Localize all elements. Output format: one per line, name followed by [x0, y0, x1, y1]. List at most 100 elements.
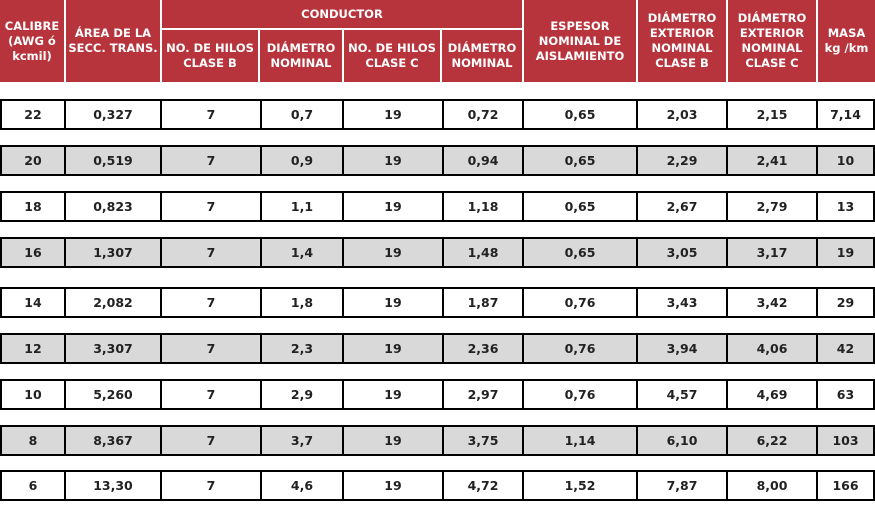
cell-calibre: 8: [0, 425, 66, 456]
cell-diametro-b: 1,1: [260, 191, 344, 222]
cell-masa: 19: [816, 237, 875, 268]
cell-masa: 10: [816, 145, 875, 176]
header-area: ÁREA DE LA SECC. TRANS.: [66, 0, 160, 82]
cell-area: 2,082: [64, 287, 162, 318]
cell-hilos-c: 19: [342, 145, 444, 176]
cell-diametro-c: 1,48: [442, 237, 524, 268]
table-row: 8 8,367 7 3,7 19 3,75 1,14 6,10 6,22 103: [0, 425, 875, 456]
header-diametro-nominal-b: DIÁMETRO NOMINAL: [260, 30, 342, 82]
cell-diametro-c: 3,75: [442, 425, 524, 456]
cell-diametro-b: 2,3: [260, 333, 344, 364]
cell-masa: 103: [816, 425, 875, 456]
table-row: 12 3,307 7 2,3 19 2,36 0,76 3,94 4,06 42: [0, 333, 875, 364]
cell-calibre: 12: [0, 333, 66, 364]
cell-hilos-c: 19: [342, 333, 444, 364]
cell-hilos-b: 7: [160, 99, 262, 130]
cell-diametro-b: 3,7: [260, 425, 344, 456]
cell-diametro-b: 2,9: [260, 379, 344, 410]
table-row: 10 5,260 7 2,9 19 2,97 0,76 4,57 4,69 63: [0, 379, 875, 410]
cell-espesor: 0,65: [522, 145, 638, 176]
cell-hilos-b: 7: [160, 191, 262, 222]
cell-diametro-c: 1,18: [442, 191, 524, 222]
cell-exterior-b: 3,05: [636, 237, 728, 268]
cell-diametro-c: 2,97: [442, 379, 524, 410]
cell-espesor: 1,52: [522, 470, 638, 501]
header-diametro-exterior-b: DIÁMETRO EXTERIOR NOMINAL CLASE B: [638, 0, 726, 82]
cell-hilos-b: 7: [160, 333, 262, 364]
cell-area: 0,823: [64, 191, 162, 222]
cell-calibre: 6: [0, 470, 66, 501]
cell-exterior-c: 4,06: [726, 333, 818, 364]
cell-masa: 166: [816, 470, 875, 501]
table-row: 6 13,30 7 4,6 19 4,72 1,52 7,87 8,00 166: [0, 470, 875, 501]
cell-area: 8,367: [64, 425, 162, 456]
cell-area: 1,307: [64, 237, 162, 268]
cell-area: 3,307: [64, 333, 162, 364]
cell-hilos-c: 19: [342, 425, 444, 456]
cell-calibre: 14: [0, 287, 66, 318]
cell-exterior-b: 2,67: [636, 191, 728, 222]
header-diametro-exterior-c: DIÁMETRO EXTERIOR NOMINAL CLASE C: [728, 0, 816, 82]
cell-hilos-b: 7: [160, 425, 262, 456]
cell-espesor: 0,65: [522, 99, 638, 130]
cell-hilos-b: 7: [160, 145, 262, 176]
cell-area: 13,30: [64, 470, 162, 501]
cell-exterior-c: 2,79: [726, 191, 818, 222]
cell-exterior-b: 3,94: [636, 333, 728, 364]
header-masa: MASA kg /km: [818, 0, 875, 82]
cell-calibre: 22: [0, 99, 66, 130]
cell-calibre: 18: [0, 191, 66, 222]
cell-exterior-c: 3,17: [726, 237, 818, 268]
cell-exterior-b: 7,87: [636, 470, 728, 501]
cell-diametro-c: 0,72: [442, 99, 524, 130]
cell-exterior-c: 2,15: [726, 99, 818, 130]
cell-hilos-c: 19: [342, 379, 444, 410]
cell-diametro-b: 0,7: [260, 99, 344, 130]
table-row: 14 2,082 7 1,8 19 1,87 0,76 3,43 3,42 29: [0, 287, 875, 318]
cell-diametro-b: 4,6: [260, 470, 344, 501]
cell-exterior-b: 2,03: [636, 99, 728, 130]
cell-area: 0,519: [64, 145, 162, 176]
cell-espesor: 0,76: [522, 379, 638, 410]
cell-diametro-b: 1,8: [260, 287, 344, 318]
header-calibre: CALIBRE (AWG ó kcmil): [0, 0, 64, 82]
header-diametro-nominal-c: DIÁMETRO NOMINAL: [442, 30, 522, 82]
cell-exterior-c: 2,41: [726, 145, 818, 176]
cell-hilos-b: 7: [160, 379, 262, 410]
cell-exterior-b: 6,10: [636, 425, 728, 456]
cell-espesor: 0,76: [522, 287, 638, 318]
table-row: 22 0,327 7 0,7 19 0,72 0,65 2,03 2,15 7,14: [0, 99, 875, 130]
cell-exterior-c: 6,22: [726, 425, 818, 456]
cell-diametro-c: 4,72: [442, 470, 524, 501]
header-hilos-clase-c: NO. DE HILOS CLASE C: [344, 30, 440, 82]
cell-diametro-b: 0,9: [260, 145, 344, 176]
cell-espesor: 0,65: [522, 237, 638, 268]
cell-masa: 42: [816, 333, 875, 364]
cell-exterior-c: 8,00: [726, 470, 818, 501]
cell-diametro-c: 2,36: [442, 333, 524, 364]
table-row: 18 0,823 7 1,1 19 1,18 0,65 2,67 2,79 13: [0, 191, 875, 222]
table-row: 16 1,307 7 1,4 19 1,48 0,65 3,05 3,17 19: [0, 237, 875, 268]
cell-exterior-b: 3,43: [636, 287, 728, 318]
cell-diametro-c: 1,87: [442, 287, 524, 318]
header-espesor: ESPESOR NOMINAL DE AISLAMIENTO: [524, 0, 636, 82]
header-conductor: CONDUCTOR: [162, 0, 522, 28]
cell-hilos-c: 19: [342, 237, 444, 268]
cell-calibre: 10: [0, 379, 66, 410]
cell-exterior-b: 4,57: [636, 379, 728, 410]
cell-hilos-c: 19: [342, 470, 444, 501]
cell-hilos-c: 19: [342, 99, 444, 130]
cell-calibre: 20: [0, 145, 66, 176]
cell-espesor: 1,14: [522, 425, 638, 456]
cell-area: 0,327: [64, 99, 162, 130]
cell-masa: 7,14: [816, 99, 875, 130]
cell-area: 5,260: [64, 379, 162, 410]
cell-hilos-b: 7: [160, 237, 262, 268]
cell-exterior-c: 3,42: [726, 287, 818, 318]
table-row: 20 0,519 7 0,9 19 0,94 0,65 2,29 2,41 10: [0, 145, 875, 176]
cell-masa: 63: [816, 379, 875, 410]
cell-exterior-c: 4,69: [726, 379, 818, 410]
cell-hilos-c: 19: [342, 287, 444, 318]
cell-masa: 29: [816, 287, 875, 318]
cell-hilos-b: 7: [160, 287, 262, 318]
